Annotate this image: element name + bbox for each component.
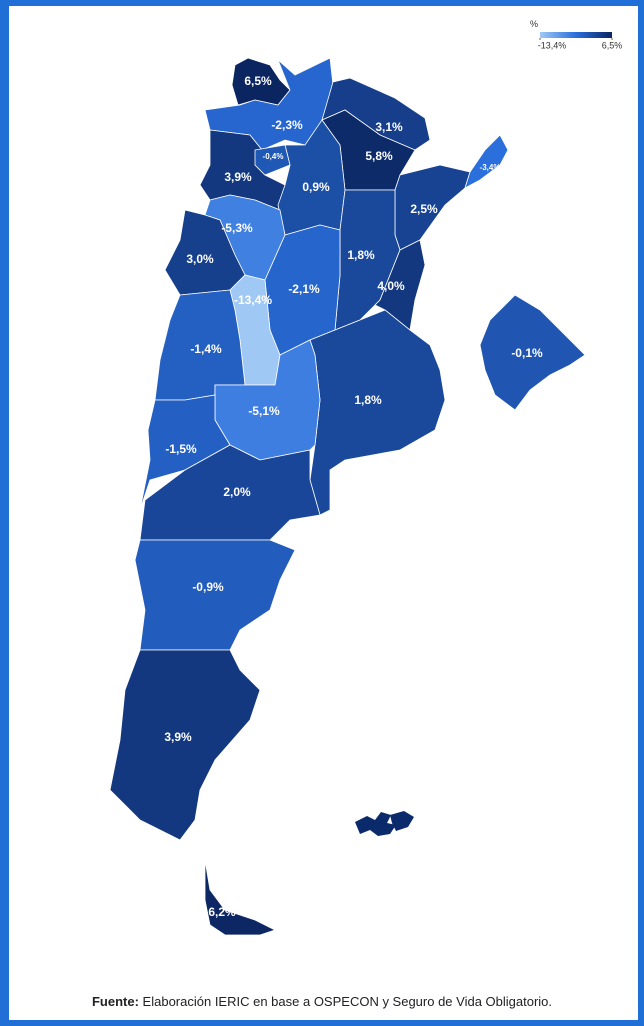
region-label: 3,0%: [186, 252, 214, 266]
region-label: 2,5%: [410, 202, 438, 216]
region-label: -0,1%: [511, 346, 543, 360]
region-label: 1,8%: [347, 248, 375, 262]
islands: [355, 811, 414, 836]
region: [134, 539, 296, 651]
legend-title: %: [530, 19, 538, 29]
source-lead: Fuente:: [91, 994, 139, 1009]
region: [309, 309, 446, 516]
region: [479, 294, 586, 411]
region-label: -13,4%: [234, 293, 272, 307]
region-label: 6,5%: [244, 74, 272, 88]
region: [109, 649, 261, 841]
region-label: -1,4%: [190, 342, 222, 356]
legend-gradient: [540, 32, 612, 38]
region-label: -2,3%: [271, 118, 303, 132]
region-label: -2,1%: [288, 282, 320, 296]
region-label: 3,9%: [224, 170, 252, 184]
regions: [109, 57, 586, 936]
region: [204, 859, 277, 936]
region-label: 2,0%: [223, 485, 251, 499]
region-label: 1,8%: [354, 393, 382, 407]
region: [464, 134, 509, 189]
legend-min-label: -13,4%: [538, 40, 567, 50]
region-label: -3,4%: [480, 163, 501, 172]
region-label: -0,9%: [192, 580, 224, 594]
region-label: -5,3%: [221, 221, 253, 235]
region-label: 3,9%: [164, 730, 192, 744]
region-label: -5,1%: [248, 404, 280, 418]
region: [254, 144, 291, 176]
region-label: -1,5%: [165, 442, 197, 456]
region-label: 5,8%: [365, 149, 393, 163]
legend-max-label: 6,5%: [602, 40, 623, 50]
region-label: 6,2%: [208, 905, 236, 919]
region-label: -0,4%: [263, 152, 284, 161]
region: [139, 444, 321, 541]
labels: 6,5% -2,3% 3,1% 5,8% 3,9% 0,9% 2,5% -5,3% 1,8% 3,…: [164, 74, 543, 919]
source-text: Elaboración IERIC en base a OSPECON y Se…: [142, 994, 553, 1009]
region-label: 4,0%: [377, 279, 405, 293]
legend-ticks: [539, 38, 613, 40]
source: Fuente: Elaboración IERIC en base a OSPE…: [0, 994, 644, 1009]
region-label: 0,9%: [302, 180, 330, 194]
region-label: 3,1%: [375, 120, 403, 134]
